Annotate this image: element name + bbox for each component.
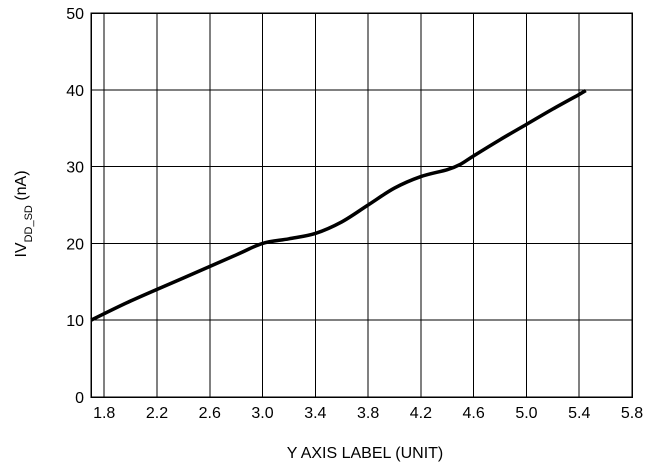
y-tick-label: 50 [66, 6, 84, 23]
x-tick-label: 2.2 [146, 405, 168, 422]
y-tick-label: 40 [66, 83, 84, 100]
y-axis-title-suffix: (nA) [13, 170, 30, 205]
y-axis-title-subscript: DD_SD [23, 205, 35, 242]
x-tick-label: 5.4 [568, 405, 590, 422]
y-tick-label: 20 [66, 236, 84, 253]
series-line [90, 89, 587, 322]
x-tick-label: 4.2 [410, 405, 432, 422]
y-axis-title: IVDD_SD (nA) [13, 170, 35, 257]
series-layer [90, 89, 587, 322]
x-tick-label: 2.6 [199, 405, 221, 422]
plot-frame [90, 12, 633, 398]
x-axis-ticks: 1.8 2.2 2.6 3.0 3.4 3.8 4.2 4.6 5.0 5.4 5.8 [93, 405, 643, 422]
x-tick-label: 4.6 [463, 405, 485, 422]
y-tick-label: 0 [75, 390, 84, 407]
x-tick-label: 3.0 [251, 405, 273, 422]
x-axis-title: Y AXIS LABEL (UNIT) [287, 445, 444, 462]
x-tick-label: 5.0 [515, 405, 537, 422]
y-axis-title-prefix: IV [13, 242, 30, 257]
grid [91, 12, 633, 398]
x-tick-label: 5.8 [621, 405, 643, 422]
y-tick-label: 10 [66, 313, 84, 330]
x-tick-label: 3.8 [357, 405, 379, 422]
x-tick-label: 3.4 [304, 405, 326, 422]
y-axis-ticks: 0 10 20 30 40 50 [66, 6, 84, 407]
x-tick-label: 1.8 [93, 405, 115, 422]
y-tick-label: 30 [66, 160, 84, 177]
